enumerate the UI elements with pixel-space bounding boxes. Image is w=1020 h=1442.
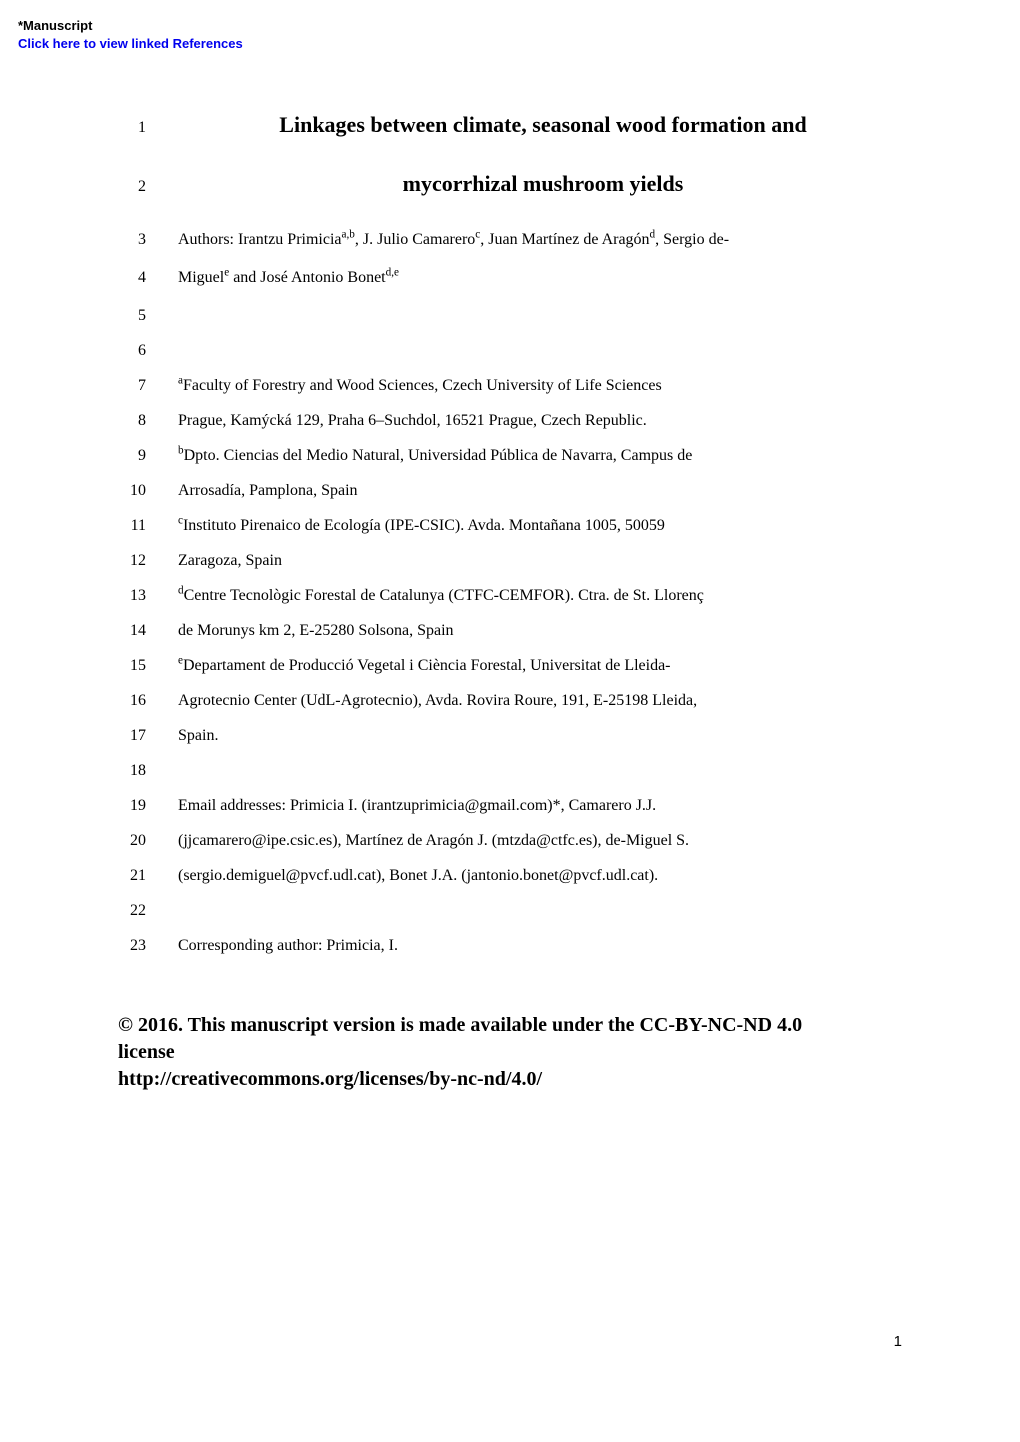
article-title-line1: Linkages between climate, seasonal wood … (178, 110, 908, 141)
affiliation-e-row3: 17 Spain. (118, 724, 908, 748)
emails-row3: 21 (sergio.demiguel@pvcf.udl.cat), Bonet… (118, 864, 908, 888)
line-number: 19 (118, 797, 178, 815)
affiliation-e-line2: Agrotecnio Center (UdL-Agrotecnio), Avda… (178, 689, 908, 713)
line-number: 18 (118, 762, 178, 780)
license-line2: license (118, 1039, 908, 1066)
affiliation-e-row: 15 eDepartament de Producció Vegetal i C… (118, 654, 908, 678)
license-url: http://creativecommons.org/licenses/by-n… (118, 1066, 908, 1093)
authors-text: , Juan Martínez de Aragón (480, 231, 649, 248)
blank-line (178, 899, 908, 923)
affiliation-a-row: 7 aFaculty of Forestry and Wood Sciences… (118, 374, 908, 398)
line-number: 6 (118, 342, 178, 360)
line-number: 4 (118, 269, 178, 287)
line-number: 15 (118, 657, 178, 675)
emails-line1: Email addresses: Primicia I. (irantzupri… (178, 794, 908, 818)
line-number: 7 (118, 377, 178, 395)
blank-line (178, 759, 908, 783)
line-number: 16 (118, 692, 178, 710)
line-number: 8 (118, 412, 178, 430)
line-number: 10 (118, 482, 178, 500)
line-number: 17 (118, 727, 178, 745)
emails-row2: 20 (jjcamarero@ipe.csic.es), Martínez de… (118, 829, 908, 853)
blank-row: 18 (118, 759, 908, 783)
manuscript-header: *Manuscript Click here to view linked Re… (18, 18, 243, 53)
affiliation-text: Centre Tecnològic Forestal de Catalunya … (184, 587, 704, 604)
affiliation-c: cInstituto Pirenaico de Ecología (IPE-CS… (178, 514, 908, 538)
affiliation-d: dCentre Tecnològic Forestal de Catalunya… (178, 584, 908, 608)
authors-text: and José Antonio Bonet (229, 269, 385, 286)
affiliation-c-row: 11 cInstituto Pirenaico de Ecología (IPE… (118, 514, 908, 538)
authors-text: , J. Julio Camarero (355, 231, 475, 248)
blank-line (178, 339, 908, 363)
references-link[interactable]: Click here to view linked References (18, 36, 243, 51)
blank-row: 5 (118, 304, 908, 328)
blank-row: 6 (118, 339, 908, 363)
affiliation-text: Dpto. Ciencias del Medio Natural, Univer… (184, 447, 693, 464)
title-line-2-row: 2 mycorrhizal mushroom yields (118, 169, 908, 200)
affiliation-e-line3: Spain. (178, 724, 908, 748)
affiliation-text: Instituto Pirenaico de Ecología (IPE-CSI… (183, 517, 665, 534)
affiliation-e-row2: 16 Agrotecnio Center (UdL-Agrotecnio), A… (118, 689, 908, 713)
authors-line-1-row: 3 Authors: Irantzu Primiciaa,b, J. Julio… (118, 228, 908, 252)
page-body: 1 Linkages between climate, seasonal woo… (118, 110, 908, 972)
corresponding-row: 23 Corresponding author: Primicia, I. (118, 934, 908, 958)
affiliation-b-line2: Arrosadía, Pamplona, Spain (178, 479, 908, 503)
affiliation-a-row2: 8 Prague, Kamýcká 129, Praha 6–Suchdol, … (118, 409, 908, 433)
emails-line2: (jjcamarero@ipe.csic.es), Martínez de Ar… (178, 829, 908, 853)
affiliation-b-row: 9 bDpto. Ciencias del Medio Natural, Uni… (118, 444, 908, 468)
corresponding-author: Corresponding author: Primicia, I. (178, 934, 908, 958)
blank-row: 22 (118, 899, 908, 923)
manuscript-label: *Manuscript (18, 18, 243, 35)
affiliation-text: Departament de Producció Vegetal i Ciènc… (183, 657, 671, 674)
line-number: 14 (118, 622, 178, 640)
article-title-line2: mycorrhizal mushroom yields (178, 169, 908, 200)
affiliation-c-line2: Zaragoza, Spain (178, 549, 908, 573)
authors-line1: Authors: Irantzu Primiciaa,b, J. Julio C… (178, 228, 908, 252)
blank-line (178, 304, 908, 328)
affiliation-e: eDepartament de Producció Vegetal i Cièn… (178, 654, 908, 678)
emails-line3: (sergio.demiguel@pvcf.udl.cat), Bonet J.… (178, 864, 908, 888)
affiliation-a: aFaculty of Forestry and Wood Sciences, … (178, 374, 908, 398)
line-number: 12 (118, 552, 178, 570)
line-number: 5 (118, 307, 178, 325)
line-number: 9 (118, 447, 178, 465)
authors-line2: Miguele and José Antonio Bonetd,e (178, 266, 908, 290)
page-number: 1 (894, 1333, 902, 1350)
line-number: 22 (118, 902, 178, 920)
license-block: © 2016. This manuscript version is made … (118, 1012, 908, 1093)
affiliation-b: bDpto. Ciencias del Medio Natural, Unive… (178, 444, 908, 468)
line-number: 1 (118, 119, 178, 137)
affiliation-d-row2: 14 de Morunys km 2, E-25280 Solsona, Spa… (118, 619, 908, 643)
affiliation-d-line2: de Morunys km 2, E-25280 Solsona, Spain (178, 619, 908, 643)
title-line-1-row: 1 Linkages between climate, seasonal woo… (118, 110, 908, 141)
line-number: 2 (118, 178, 178, 196)
line-number: 23 (118, 937, 178, 955)
emails-row1: 19 Email addresses: Primicia I. (irantzu… (118, 794, 908, 818)
affiliation-b-row2: 10 Arrosadía, Pamplona, Spain (118, 479, 908, 503)
line-number: 11 (118, 517, 178, 535)
line-number: 20 (118, 832, 178, 850)
affiliation-c-row2: 12 Zaragoza, Spain (118, 549, 908, 573)
affiliation-sup: d,e (386, 266, 399, 278)
license-line1: © 2016. This manuscript version is made … (118, 1012, 908, 1039)
affiliation-text: Faculty of Forestry and Wood Sciences, C… (183, 377, 662, 394)
line-number: 3 (118, 231, 178, 249)
line-number: 13 (118, 587, 178, 605)
authors-line-2-row: 4 Miguele and José Antonio Bonetd,e (118, 266, 908, 290)
affiliation-sup: a,b (342, 228, 355, 240)
affiliation-a-line2: Prague, Kamýcká 129, Praha 6–Suchdol, 16… (178, 409, 908, 433)
affiliation-d-row: 13 dCentre Tecnològic Forestal de Catalu… (118, 584, 908, 608)
line-number: 21 (118, 867, 178, 885)
authors-text: , Sergio de- (655, 231, 729, 248)
authors-text: Miguel (178, 269, 224, 286)
authors-text: Authors: Irantzu Primicia (178, 231, 342, 248)
